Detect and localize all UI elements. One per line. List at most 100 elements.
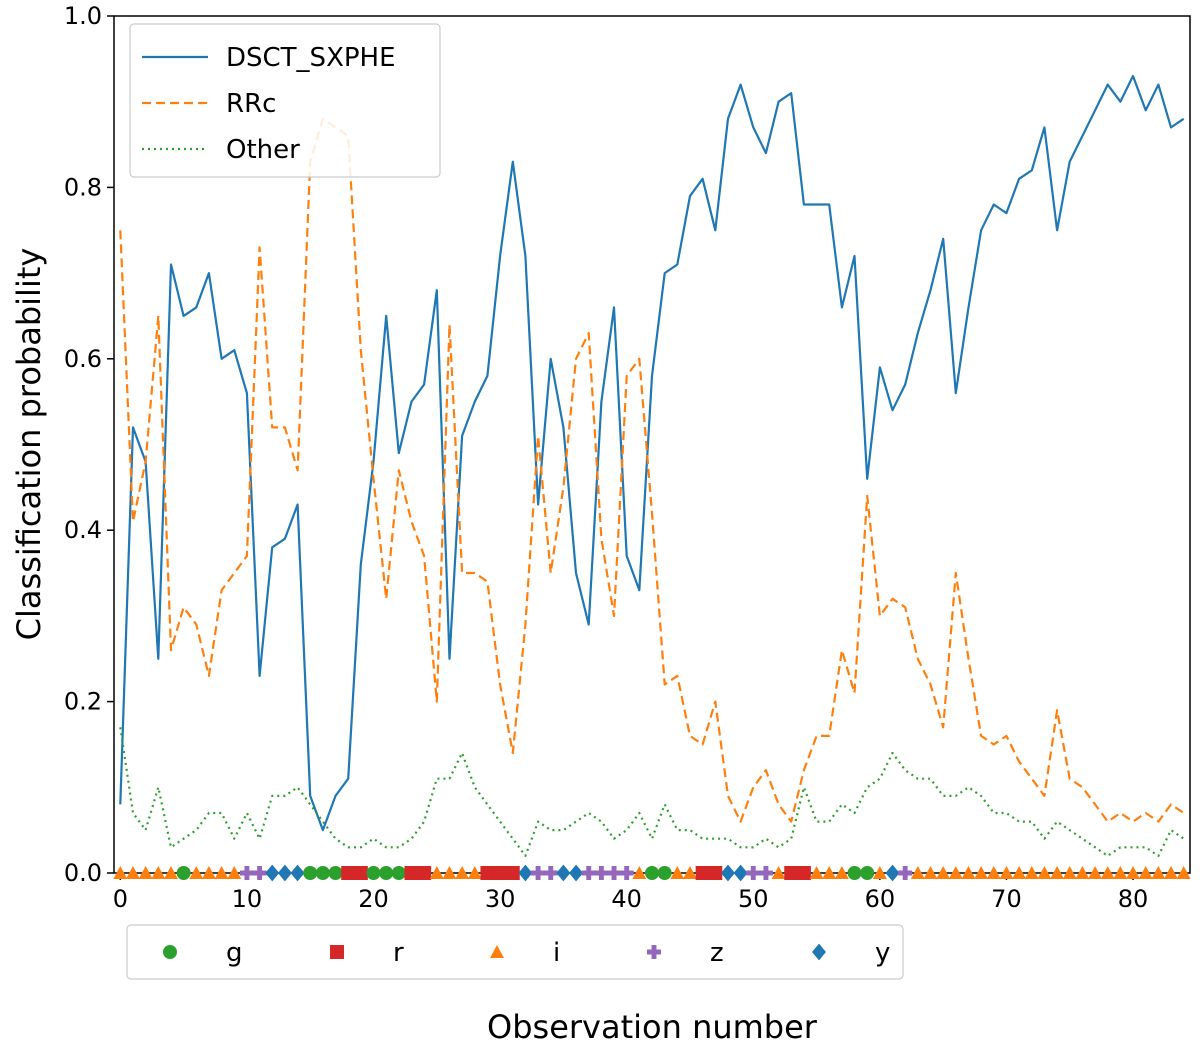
band-marker-i: [1012, 866, 1027, 879]
band-marker-i: [1164, 866, 1179, 879]
band-marker-z: [531, 866, 546, 880]
band-marker-g: [379, 866, 394, 880]
band-marker-i: [442, 866, 457, 879]
band-legend-marker-z: [647, 945, 661, 959]
band-marker-y: [885, 864, 900, 882]
band-marker-z: [898, 866, 913, 880]
series-legend: DSCT_SXPHE RRc Other: [129, 23, 441, 178]
band-marker-i: [682, 866, 697, 879]
band-marker-i: [771, 866, 786, 879]
band-marker-i: [227, 866, 242, 879]
band-legend-marker-i: [490, 945, 504, 958]
band-marker-i: [1100, 866, 1115, 879]
band-marker-r: [505, 866, 520, 880]
series-layer: [119, 74, 1185, 858]
x-tick-label: 20: [358, 885, 389, 913]
band-marker-z: [581, 866, 596, 880]
band-legend-label-r: r: [393, 938, 404, 968]
band-marker-y: [569, 864, 584, 882]
band-marker-z: [746, 866, 761, 880]
band-marker-i: [1050, 866, 1065, 879]
band-marker-z: [594, 866, 609, 880]
band-marker-r: [796, 866, 811, 880]
x-tick-label: 40: [611, 885, 642, 913]
band-marker-g: [860, 866, 875, 880]
band-legend-label-z: z: [710, 938, 724, 968]
band-marker-r: [784, 866, 799, 880]
band-marker-g: [176, 866, 191, 880]
band-marker-i: [961, 866, 976, 879]
band-marker-r: [493, 866, 508, 880]
band-marker-z: [758, 866, 773, 880]
band-marker-g: [645, 866, 659, 880]
band-marker-i: [429, 866, 444, 879]
band-legend-marker-g: [163, 945, 177, 959]
band-marker-r: [404, 866, 419, 880]
band-marker-r: [708, 866, 723, 880]
band-marker-i: [455, 866, 470, 879]
band-marker-i: [999, 866, 1014, 879]
band-marker-i: [138, 866, 153, 879]
band-marker-g: [303, 866, 318, 880]
legend-label-dsct: DSCT_SXPHE: [226, 43, 396, 73]
series-line-rrc: [119, 117, 1185, 823]
x-tick-label: 50: [738, 885, 769, 913]
band-marker-i: [1037, 866, 1052, 879]
x-tick-label: 10: [232, 885, 263, 913]
y-tick-label: 1.0: [64, 2, 102, 30]
band-marker-i: [163, 866, 178, 879]
band-marker-y: [733, 864, 748, 882]
band-marker-r: [341, 866, 356, 880]
y-tick-label: 0.2: [64, 688, 102, 716]
band-marker-i: [467, 866, 482, 879]
band-marker-g: [366, 866, 381, 880]
band-marker-y: [265, 864, 280, 882]
band-markers: [113, 864, 1191, 882]
band-marker-i: [872, 866, 887, 879]
series-line-other: [119, 727, 1185, 858]
band-marker-i: [1126, 866, 1141, 879]
band-marker-y: [720, 864, 735, 882]
band-legend-marker-r: [330, 945, 344, 959]
band-marker-i: [113, 866, 128, 879]
y-axis: 0.0 0.2 0.4 0.6 0.8 1.0: [64, 2, 114, 887]
x-tick-label: 70: [991, 885, 1022, 913]
band-marker-y: [556, 864, 571, 882]
y-tick-label: 0.0: [64, 859, 102, 887]
band-marker-i: [809, 866, 824, 879]
legend-box: [129, 23, 441, 178]
band-marker-z: [239, 866, 254, 880]
y-axis-label: Classification probability: [10, 248, 48, 641]
band-marker-g: [847, 866, 862, 880]
band-marker-z: [543, 866, 558, 880]
y-tick-label: 0.6: [64, 345, 102, 373]
band-marker-y: [290, 864, 305, 882]
band-marker-r: [353, 866, 368, 880]
band-marker-r: [480, 866, 495, 880]
band-marker-i: [923, 866, 938, 879]
band-marker-i: [189, 866, 204, 879]
band-marker-i: [822, 866, 837, 879]
x-tick-label: 0: [113, 885, 128, 913]
band-marker-i: [1024, 866, 1039, 879]
band-marker-i: [910, 866, 925, 879]
x-axis: 0 10 20 30 40 50 60 70 80: [113, 873, 1149, 913]
x-axis-label: Observation number: [487, 1008, 818, 1045]
band-marker-g: [391, 866, 406, 880]
band-marker-i: [834, 866, 849, 879]
band-legend-box: [126, 924, 904, 980]
band-marker-i: [974, 866, 989, 879]
band-legend-label-y: y: [875, 938, 890, 968]
band-marker-i: [151, 866, 166, 879]
band-marker-i: [670, 866, 685, 879]
band-marker-i: [1062, 866, 1077, 879]
band-marker-i: [1176, 866, 1191, 879]
x-tick-label: 80: [1118, 885, 1149, 913]
band-marker-i: [632, 866, 647, 879]
band-marker-i: [201, 866, 216, 879]
band-marker-i: [1088, 866, 1103, 879]
band-marker-r: [417, 866, 432, 880]
band-marker-g: [315, 866, 330, 880]
band-marker-i: [936, 866, 951, 879]
